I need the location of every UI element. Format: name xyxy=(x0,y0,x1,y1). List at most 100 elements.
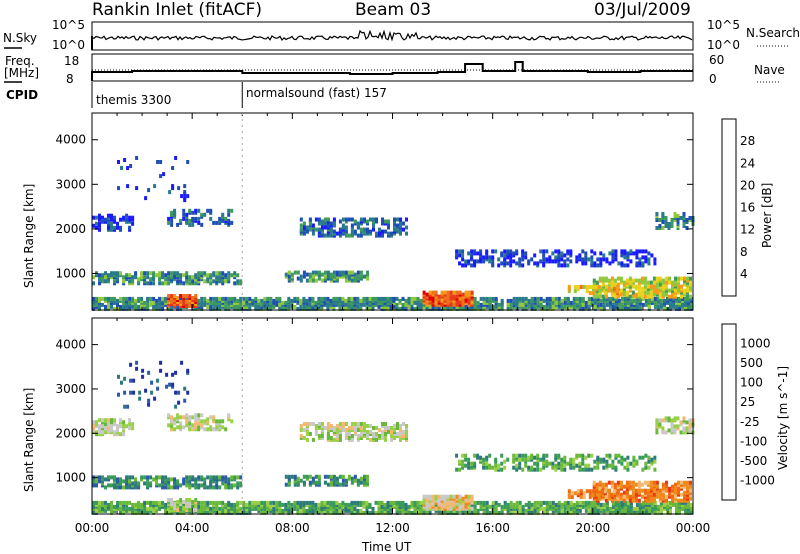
heatmap-cell xyxy=(554,463,558,468)
heatmap-cell xyxy=(620,296,624,301)
heatmap-cell xyxy=(326,422,330,426)
heatmap-cell xyxy=(616,480,620,485)
heatmap-cell xyxy=(690,304,693,309)
heatmap-cell xyxy=(365,304,369,309)
heatmap-cell xyxy=(194,273,198,278)
heatmap-cell xyxy=(392,500,396,505)
heatmap-cell xyxy=(107,418,110,423)
heatmap-cell xyxy=(536,296,540,301)
heatmap-cell xyxy=(375,437,378,442)
heatmap-cell xyxy=(599,302,603,307)
heatmap-cell xyxy=(584,500,588,505)
heatmap-cell xyxy=(563,300,567,305)
heatmap-cell xyxy=(113,271,116,276)
heatmap-cell xyxy=(644,465,648,470)
heatmap-cell xyxy=(683,496,686,501)
heatmap-cell xyxy=(653,302,657,307)
heatmap-cell xyxy=(567,287,571,292)
heatmap-cell xyxy=(635,459,639,464)
heatmap-cell xyxy=(233,508,237,513)
heatmap-cell xyxy=(440,494,444,499)
heatmap-cell xyxy=(215,475,219,480)
heatmap-cell xyxy=(664,430,668,435)
heatmap-cell xyxy=(548,296,552,301)
heatmap-cell xyxy=(191,500,195,504)
heatmap-cell xyxy=(110,508,113,513)
heatmap-cell xyxy=(530,453,534,458)
heatmap-cell xyxy=(572,457,576,462)
heatmap-cell xyxy=(311,508,315,513)
heatmap-cell xyxy=(164,281,168,286)
heatmap-cell xyxy=(396,229,399,234)
heatmap-cell xyxy=(302,221,306,226)
heatmap-cell xyxy=(368,502,372,507)
heatmap-cell xyxy=(602,465,606,470)
heatmap-cell xyxy=(548,461,552,466)
heatmap-cell xyxy=(188,275,192,280)
heatmap-cell xyxy=(269,296,273,301)
heatmap-cell xyxy=(185,296,189,301)
heatmap-cell xyxy=(682,212,686,216)
heatmap-cell xyxy=(449,294,453,299)
heatmap-cell xyxy=(467,302,471,307)
heatmap-cell xyxy=(287,270,291,275)
heatmap-cell xyxy=(598,276,602,281)
heatmap-cell xyxy=(218,216,222,221)
heatmap-cell xyxy=(605,463,609,468)
heatmap-cell xyxy=(384,426,387,430)
heatmap-cell xyxy=(467,461,471,466)
heatmap-cell xyxy=(518,257,522,262)
heatmap-cell xyxy=(395,508,399,513)
heatmap-cell xyxy=(641,261,645,266)
heatmap-cell xyxy=(632,298,636,303)
heatmap-cell xyxy=(569,259,573,264)
heatmap-cell xyxy=(182,294,186,298)
heatmap-cell xyxy=(227,508,231,513)
heatmap-cell xyxy=(239,475,243,480)
heatmap-cell xyxy=(545,296,549,301)
heatmap-cell xyxy=(491,261,495,266)
heatmap-cell xyxy=(656,510,660,515)
heatmap-cell xyxy=(596,461,600,466)
heatmap-cell xyxy=(573,289,577,294)
heatmap-cell xyxy=(682,416,686,421)
heatmap-cell xyxy=(389,500,393,505)
heatmap-cell xyxy=(437,494,441,499)
heatmap-cell xyxy=(512,259,516,264)
heatmap-cell xyxy=(410,500,414,505)
heatmap-cell xyxy=(158,296,162,301)
heatmap-cell xyxy=(488,463,492,468)
heatmap-cell xyxy=(107,279,110,284)
heatmap-cell xyxy=(119,432,122,437)
heatmap-cell xyxy=(128,219,132,224)
heatmap-cell xyxy=(467,306,471,311)
heatmap-cell xyxy=(512,502,516,507)
heatmap-cell xyxy=(464,504,468,509)
heatmap-cell xyxy=(425,292,429,297)
heatmap-cell xyxy=(675,306,678,311)
heatmap-cell xyxy=(485,508,489,513)
heatmap-cell xyxy=(638,306,642,311)
heatmap-cell xyxy=(533,500,537,505)
heatmap-cell xyxy=(491,465,495,470)
heatmap-cell xyxy=(590,467,594,472)
heatmap-cell xyxy=(185,479,189,484)
heatmap-cell xyxy=(679,420,683,425)
heatmap-cell xyxy=(588,489,592,494)
heatmap-cell xyxy=(164,277,168,282)
heatmap-cell xyxy=(585,285,589,289)
heatmap-cell xyxy=(191,279,195,284)
heatmap-cell xyxy=(542,298,546,303)
heatmap-cell xyxy=(659,508,663,513)
heatmap-cell xyxy=(563,259,567,264)
heatmap-cell xyxy=(665,292,668,297)
heatmap-cell xyxy=(188,222,192,227)
heatmap-cell xyxy=(350,300,354,305)
heatmap-cell xyxy=(140,271,144,276)
heatmap-cell xyxy=(224,508,228,513)
heatmap-cell xyxy=(326,508,330,513)
heatmap-cell xyxy=(595,294,599,299)
heatmap-cell xyxy=(581,296,585,301)
heatmap-cell xyxy=(371,506,375,511)
heatmap-cell xyxy=(455,453,459,458)
